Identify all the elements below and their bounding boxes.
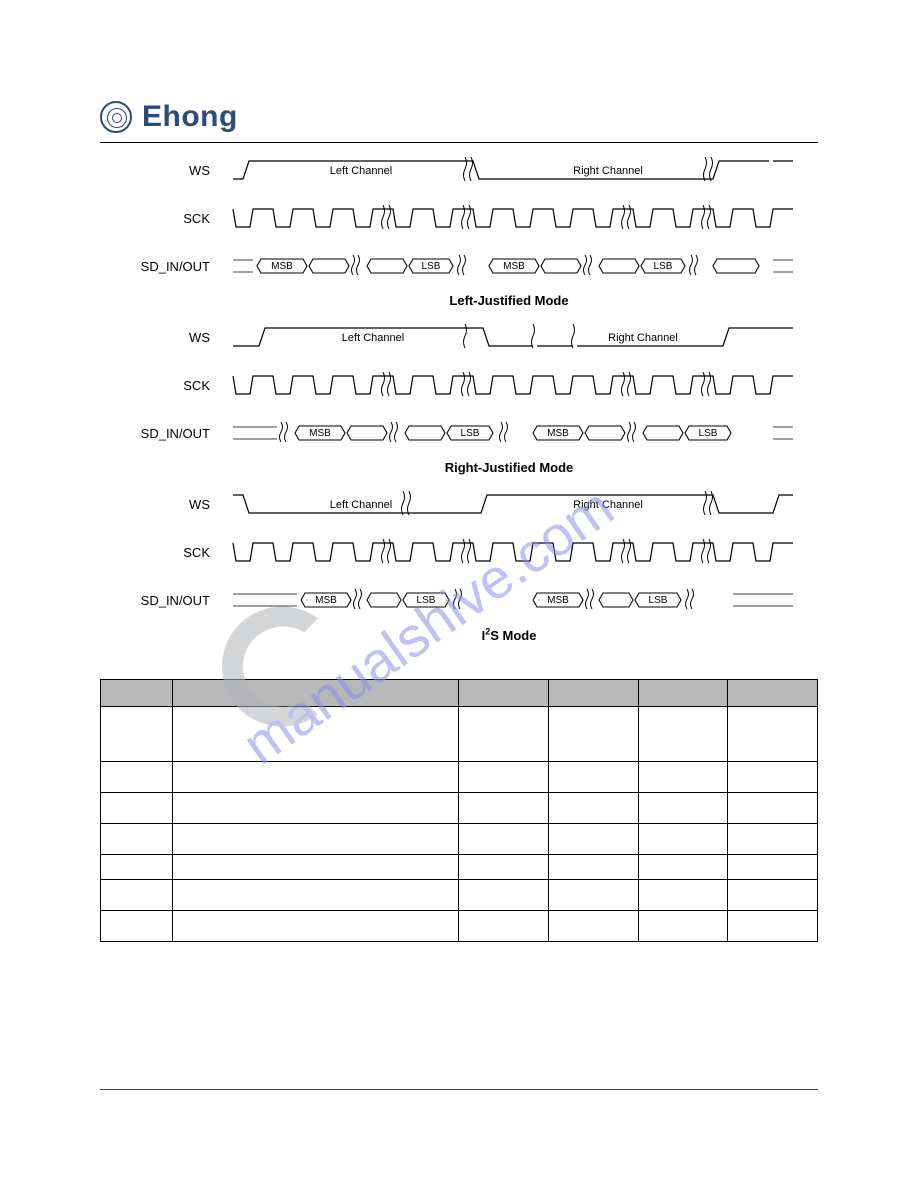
sd-svg: MSB LSB MSB LSB [218,253,808,279]
brand-header: Ehong [100,100,818,134]
timing-group-left-justified: WS Left Channel Right Channel SCK [120,155,808,308]
sd-label: SD_IN/OUT [120,259,218,274]
mode-title: Left-Justified Mode [120,293,808,308]
svg-text:LSB: LSB [422,261,441,272]
sck-row: SCK [120,203,808,233]
svg-text:MSB: MSB [315,595,337,606]
svg-text:Right Channel: Right Channel [573,499,643,511]
sck-label: SCK [120,378,218,393]
sck-svg [218,539,808,565]
sd-label: SD_IN/OUT [120,426,218,441]
sck-row: SCK [120,537,808,567]
sd-waveform: MSB LSB MSB LSB [218,587,808,613]
ws-label: WS [120,497,218,512]
table-body [101,707,818,942]
table-row [101,824,818,855]
spec-table [100,679,818,942]
table-row [101,911,818,942]
ws-row: WS Left Channel Right Channel [120,489,808,519]
ws-row: WS Left Channel Right Channel [120,155,808,185]
timing-group-i2s: WS Left Channel Right Channel SCK [120,489,808,643]
svg-text:Right Channel: Right Channel [608,332,678,344]
svg-text:MSB: MSB [547,428,569,439]
svg-text:LSB: LSB [699,428,718,439]
sd-label: SD_IN/OUT [120,593,218,608]
svg-text:LSB: LSB [649,595,668,606]
ws-waveform: Left Channel Right Channel [218,491,808,517]
page: Ehong manualshive.com WS [0,0,918,1188]
sd-svg: MSB LSB MSB LSB [218,420,808,446]
ws-waveform: Left Channel Right Channel [218,157,808,183]
ws-row: WS Left Channel Right Channel [120,322,808,352]
timing-diagrams: WS Left Channel Right Channel SCK [100,155,818,643]
sck-row: SCK [120,370,808,400]
table-row [101,880,818,911]
svg-text:LSB: LSB [461,428,480,439]
sck-label: SCK [120,545,218,560]
table-row [101,762,818,793]
svg-text:Left Channel: Left Channel [342,332,404,344]
ws-waveform: Left Channel Right Channel [218,324,808,350]
table-row [101,707,818,762]
sck-waveform [218,372,808,398]
brand-name: Ehong [142,100,238,134]
svg-text:MSB: MSB [271,261,293,272]
sck-svg [218,372,808,398]
svg-text:LSB: LSB [654,261,673,272]
table-row [101,793,818,824]
i2s-mode-label: I2S Mode [482,628,537,643]
svg-text:Right Channel: Right Channel [573,165,643,177]
ws-label: WS [120,163,218,178]
sd-row: SD_IN/OUT MSB LSB MSB LSB [120,418,808,448]
sck-waveform [218,205,808,231]
svg-text:LSB: LSB [417,595,436,606]
mode-title: Right-Justified Mode [120,460,808,475]
svg-text:Left Channel: Left Channel [330,165,392,177]
sck-label: SCK [120,211,218,226]
sd-waveform: MSB LSB MSB LSB [218,420,808,446]
svg-text:MSB: MSB [547,595,569,606]
ws-label: WS [120,330,218,345]
sd-row: SD_IN/OUT MSB LSB MSB LSB [120,585,808,615]
svg-text:MSB: MSB [503,261,525,272]
table-row [101,855,818,880]
table-header [101,680,818,707]
mode-title: I2S Mode [120,627,808,643]
sd-waveform: MSB LSB MSB LSB [218,253,808,279]
ehong-logo-icon [100,101,132,133]
svg-text:MSB: MSB [309,428,331,439]
sck-waveform [218,539,808,565]
svg-text:Left Channel: Left Channel [330,499,392,511]
sd-svg: MSB LSB MSB LSB [218,587,808,613]
footer-rule [100,1089,818,1090]
header-rule [100,142,818,143]
timing-group-right-justified: WS Left Channel Right Channel SCK [120,322,808,475]
sd-row: SD_IN/OUT MSB LSB MSB LSB [120,251,808,281]
sck-svg [218,205,808,231]
